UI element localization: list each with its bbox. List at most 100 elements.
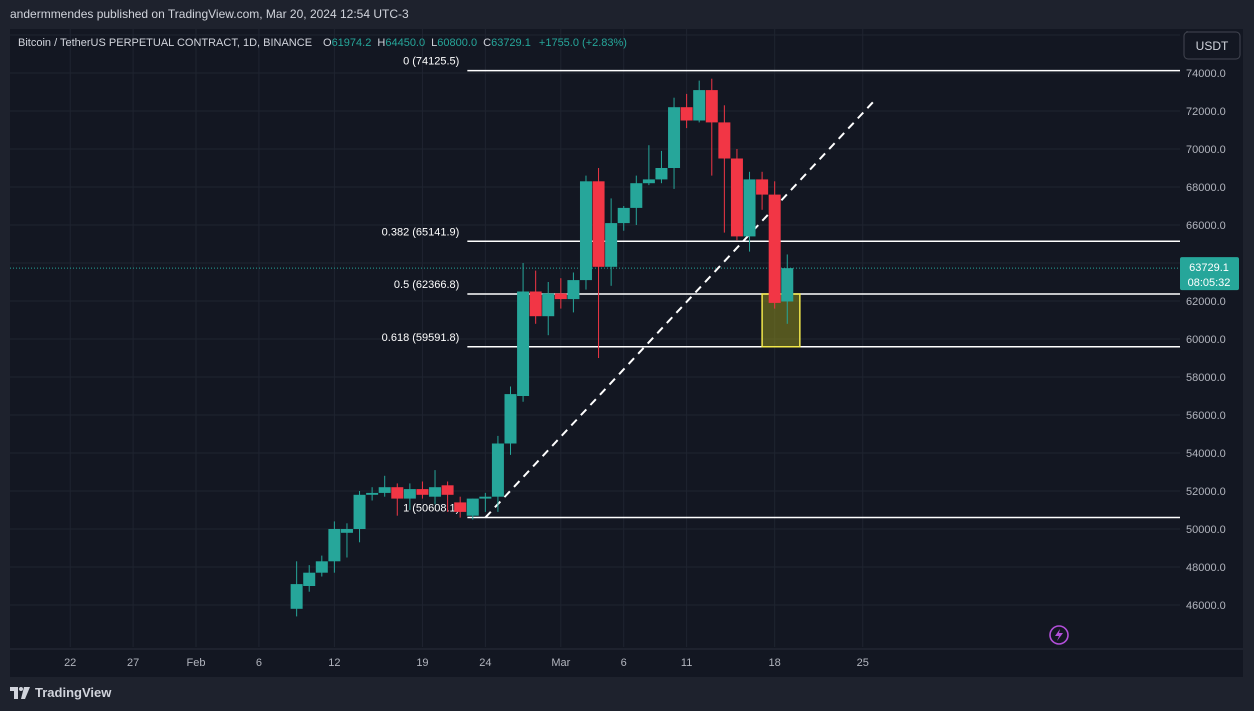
price-axis: 76000.074000.072000.070000.068000.066000…	[1186, 30, 1226, 612]
candle-body	[542, 293, 555, 317]
fib-level-label: 0.618 (59591.8)	[382, 332, 460, 344]
y-tick-label: 68000.0	[1186, 182, 1226, 194]
candle-body	[517, 291, 530, 396]
y-tick-label: 74000.0	[1186, 68, 1226, 80]
candle	[366, 487, 379, 501]
candle-body	[504, 394, 517, 444]
fib-levels: 0 (74125.5) 0.382 (65141.9) 0.5 (62366.8) 0…	[382, 56, 1180, 519]
candle-body	[743, 179, 756, 237]
lightning-icon[interactable]	[1049, 625, 1069, 645]
y-tick-label: 72000.0	[1186, 106, 1226, 118]
candle	[680, 93, 693, 129]
candle-body	[441, 485, 454, 495]
fib-level-label: 0.5 (62366.8)	[394, 279, 459, 291]
candle	[705, 78, 718, 176]
candle	[479, 492, 492, 512]
bar-countdown: 08:05:32	[1188, 277, 1231, 289]
candle	[429, 470, 442, 505]
candle	[454, 496, 467, 518]
candle	[491, 435, 504, 512]
candle	[441, 481, 454, 512]
candle-body	[605, 223, 618, 267]
symbol-title: Bitcoin / TetherUS PERPETUAL CONTRACT, 1…	[18, 37, 312, 49]
candle	[718, 105, 731, 233]
x-tick-label: 27	[127, 657, 139, 669]
candle-body	[768, 194, 781, 303]
y-tick-label: 62000.0	[1186, 296, 1226, 308]
ohlc-values: O61974.2 H64450.0 L60800.0 C63729.1 +175…	[323, 37, 627, 49]
last-price-value: 63729.1	[1189, 262, 1229, 274]
candle-body	[668, 107, 681, 168]
y-tick-label: 54000.0	[1186, 448, 1226, 460]
candle-body	[429, 487, 442, 497]
y-tick-label: 70000.0	[1186, 144, 1226, 156]
target-zone	[761, 293, 801, 348]
y-tick-label: 56000.0	[1186, 410, 1226, 422]
candle	[403, 483, 416, 510]
x-tick-label: 6	[256, 657, 262, 669]
tradingview-brand[interactable]: TradingView	[35, 685, 112, 700]
candle-body	[567, 280, 580, 300]
grid	[10, 29, 1180, 647]
candle-body	[579, 181, 592, 281]
candle	[290, 561, 303, 617]
candle-body	[454, 502, 467, 512]
candles	[290, 78, 794, 617]
candle-body	[491, 443, 504, 497]
candle	[756, 171, 769, 210]
target-zone-group	[761, 293, 801, 348]
candle-body	[353, 494, 366, 529]
tradingview-logo-icon[interactable]	[10, 686, 30, 699]
candle-body	[592, 181, 605, 267]
candle	[693, 80, 706, 123]
candle	[554, 278, 567, 309]
candle	[416, 481, 429, 499]
candle-body	[655, 168, 668, 180]
x-tick-label: 18	[769, 657, 781, 669]
publisher-line: andermmendes published on TradingView.co…	[10, 7, 409, 21]
candle-body	[693, 90, 706, 121]
candle-body	[630, 183, 643, 208]
candle	[542, 282, 555, 336]
candle-body	[315, 561, 328, 573]
x-tick-label: Mar	[551, 657, 570, 669]
candlestick-chart[interactable]: 0 (74125.5) 0.382 (65141.9) 0.5 (62366.8) 0…	[10, 29, 1243, 677]
candle	[668, 97, 681, 189]
candle-body	[403, 489, 416, 499]
candle-body	[391, 487, 404, 499]
candle-body	[328, 529, 341, 562]
candle	[579, 175, 592, 290]
y-tick-label: 66000.0	[1186, 220, 1226, 232]
currency-label: USDT	[1196, 39, 1229, 53]
y-tick-label: 58000.0	[1186, 372, 1226, 384]
candle-body	[718, 122, 731, 159]
footer: TradingView	[10, 685, 111, 700]
fib-level-label: 0.382 (65141.9)	[382, 226, 460, 238]
candle	[642, 145, 655, 186]
candle-body	[781, 268, 794, 302]
candle-body	[730, 158, 743, 237]
candle-body	[529, 291, 542, 317]
candle	[592, 168, 605, 358]
candle	[655, 150, 668, 184]
x-tick-label: 24	[479, 657, 491, 669]
candle	[567, 272, 580, 313]
trend-line	[484, 98, 877, 519]
candle	[630, 175, 643, 225]
x-tick-label: 11	[681, 657, 692, 669]
candle-body	[303, 572, 316, 586]
x-tick-label: 22	[64, 657, 76, 669]
candle	[768, 181, 781, 309]
time-axis: 22 27 Feb 6 12 19 24 Mar 6 11 18 25	[10, 648, 1243, 669]
candle	[303, 565, 316, 592]
candle-body	[642, 179, 655, 184]
candle	[504, 386, 517, 455]
fib-level-label: 0 (74125.5)	[403, 56, 459, 68]
candle	[466, 498, 479, 520]
last-price-badge: 63729.1 08:05:32	[1180, 257, 1239, 291]
chart-panel[interactable]: 0 (74125.5) 0.382 (65141.9) 0.5 (62366.8) 0…	[10, 29, 1243, 677]
candle-body	[756, 179, 769, 195]
currency-button[interactable]: USDT	[1183, 31, 1241, 60]
y-tick-label: 48000.0	[1186, 562, 1226, 574]
candle	[605, 198, 618, 286]
